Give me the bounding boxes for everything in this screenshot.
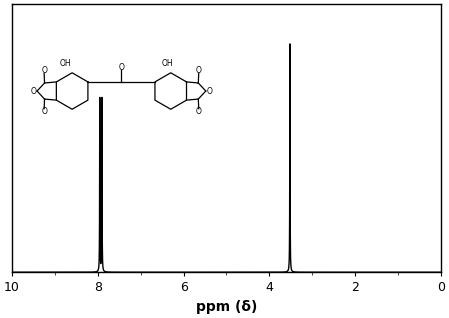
X-axis label: ppm (δ): ppm (δ) <box>196 300 257 314</box>
